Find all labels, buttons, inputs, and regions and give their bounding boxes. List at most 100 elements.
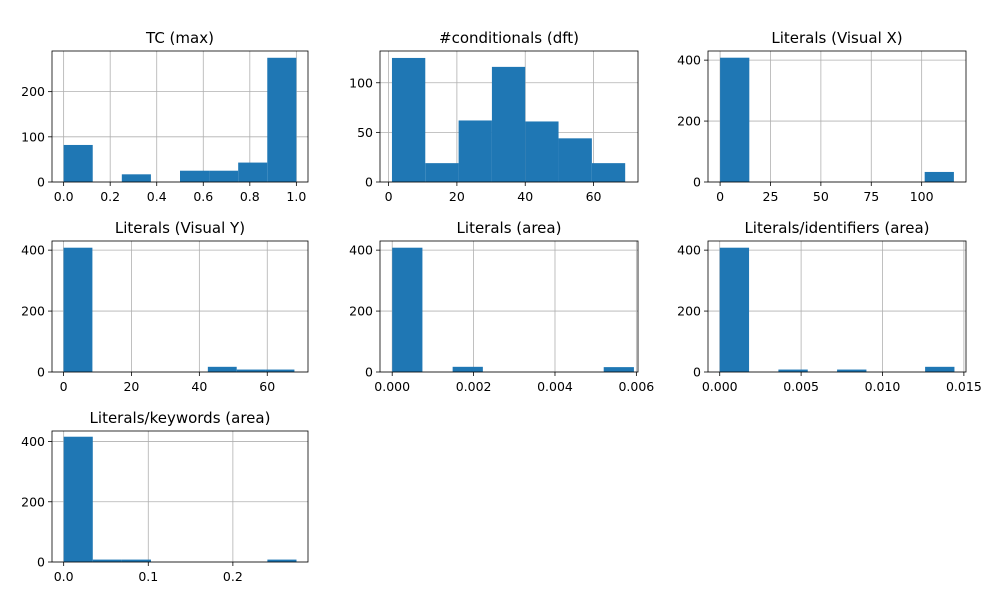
histogram-bar — [525, 121, 559, 182]
subplot-literals-visual-x: Literals (Visual X) 0 25 50 75 100 0 200 400 — [677, 29, 967, 204]
histogram-bar — [491, 66, 526, 182]
x-axis: 0.000 0.002 0.004 0.006 — [374, 372, 654, 394]
subplot-literals-identifiers-area: Literals/identifiers (area) 0.000 0.005 0.… — [677, 219, 982, 394]
y-tick-label: 0 — [693, 175, 701, 190]
y-tick-label: 200 — [21, 304, 45, 319]
x-tick-label: 0.002 — [456, 379, 492, 394]
x-axis: 0 25 50 75 100 — [716, 182, 934, 204]
histogram-bar — [63, 247, 93, 372]
x-axis: 0 20 40 60 — [385, 182, 602, 204]
y-tick-label: 100 — [21, 129, 45, 144]
bars — [720, 57, 954, 182]
axes-frame — [51, 50, 309, 183]
histogram-bar — [924, 171, 954, 182]
x-tick-label: 0.004 — [537, 379, 573, 394]
subplot-tc-max: TC (max) 0.0 0.2 0.4 0.6 0.8 1.0 0 100 200 — [21, 29, 309, 204]
axes-frame — [379, 240, 639, 373]
x-tick-label: 0.015 — [946, 379, 982, 394]
x-tick-label: 0.010 — [865, 379, 901, 394]
y-tick-label: 0 — [37, 555, 45, 570]
axes-frame — [51, 240, 309, 373]
subplot-title: #conditionals (dft) — [439, 29, 579, 47]
y-axis: 0 100 200 — [21, 84, 52, 190]
x-tick-label: 40 — [191, 379, 207, 394]
y-axis: 0 200 400 — [21, 243, 52, 380]
subplot-title: Literals/keywords (area) — [90, 409, 271, 427]
y-axis: 0 200 400 — [677, 243, 708, 380]
x-tick-label: 0.2 — [223, 569, 243, 584]
y-tick-label: 0 — [37, 175, 45, 190]
y-axis: 0 200 400 — [677, 53, 708, 190]
axes-frame — [707, 240, 967, 373]
histogram-bar — [719, 247, 750, 372]
x-tick-label: 0.0 — [54, 189, 74, 204]
x-axis: 0.000 0.005 0.010 0.015 — [702, 372, 982, 394]
y-tick-label: 0 — [365, 365, 373, 380]
y-tick-label: 200 — [349, 304, 373, 319]
y-tick-label: 200 — [21, 494, 45, 509]
histogram-bar — [558, 138, 592, 182]
y-tick-label: 0 — [37, 365, 45, 380]
histogram-bar — [267, 559, 297, 562]
y-tick-label: 100 — [349, 75, 373, 90]
x-tick-label: 25 — [763, 189, 779, 204]
histogram-bar — [180, 170, 210, 182]
y-tick-label: 200 — [21, 84, 45, 99]
histogram-bar — [92, 559, 122, 562]
bars — [392, 247, 634, 372]
subplot-conditionals-dft: #conditionals (dft) 0 20 40 60 0 50 100 — [349, 29, 639, 204]
x-tick-label: 0.4 — [147, 189, 167, 204]
x-tick-label: 1.0 — [286, 189, 306, 204]
x-tick-label: 50 — [813, 189, 829, 204]
x-tick-label: 75 — [863, 189, 879, 204]
x-axis: 0.0 0.1 0.2 — [54, 562, 243, 584]
bars — [63, 57, 297, 182]
x-tick-label: 0.006 — [618, 379, 654, 394]
histogram-bar — [209, 170, 239, 182]
x-tick-label: 0.8 — [240, 189, 260, 204]
histogram-bar — [452, 366, 483, 372]
x-tick-label: 20 — [449, 189, 465, 204]
y-tick-label: 400 — [21, 434, 45, 449]
bars — [63, 436, 297, 562]
x-tick-label: 0.6 — [193, 189, 213, 204]
histogram-bar — [458, 120, 492, 182]
y-tick-label: 400 — [21, 243, 45, 258]
histogram-bar — [207, 366, 237, 372]
histogram-bar — [265, 369, 295, 372]
subplot-literals-keywords-area: Literals/keywords (area) 0.0 0.1 0.2 0 200 40… — [21, 409, 309, 584]
x-tick-label: 0.005 — [783, 379, 819, 394]
histogram-bar — [63, 144, 93, 182]
axes-frame — [707, 50, 967, 183]
x-tick-label: 0.000 — [374, 379, 410, 394]
y-tick-label: 400 — [677, 243, 701, 258]
y-tick-label: 400 — [349, 243, 373, 258]
subplot-literals-area: Literals (area) 0.000 0.002 0.004 0.006 0 200… — [349, 219, 654, 394]
histogram-bar — [121, 174, 151, 182]
x-axis: 0.0 0.2 0.4 0.6 0.8 1.0 — [54, 182, 306, 204]
x-tick-label: 40 — [517, 189, 533, 204]
subplot-title: Literals/identifiers (area) — [744, 219, 929, 237]
y-tick-label: 0 — [365, 175, 373, 190]
subplot-title: Literals (Visual Y) — [115, 219, 245, 237]
subplot-title: Literals (area) — [457, 219, 562, 237]
histogram-bar — [238, 162, 268, 182]
histogram-bar — [63, 436, 93, 562]
histogram-bar — [720, 57, 750, 182]
x-tick-label: 60 — [586, 189, 602, 204]
histogram-bar — [425, 163, 459, 182]
histogram-bar — [837, 369, 867, 372]
histogram-bar — [778, 369, 808, 372]
y-axis: 0 50 100 — [349, 75, 380, 190]
x-tick-label: 0.1 — [138, 569, 158, 584]
subplot-title: Literals (Visual X) — [771, 29, 902, 47]
x-tick-label: 0 — [385, 189, 393, 204]
x-tick-label: 20 — [123, 379, 139, 394]
histogram-bar — [391, 57, 426, 182]
y-tick-label: 200 — [677, 114, 701, 129]
bars — [391, 57, 626, 182]
histogram-bar — [925, 366, 955, 372]
y-tick-label: 400 — [677, 53, 701, 68]
subplot-literals-visual-y: Literals (Visual Y) 0 20 40 60 0 200 400 — [21, 219, 309, 394]
x-tick-label: 0 — [716, 189, 724, 204]
